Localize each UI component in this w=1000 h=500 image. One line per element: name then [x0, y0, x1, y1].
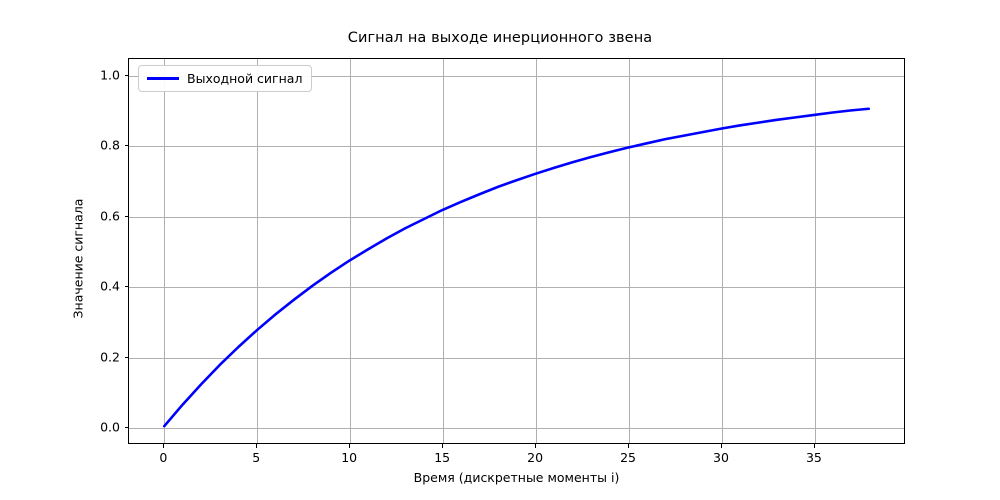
- gridline-vertical: [257, 59, 259, 443]
- x-axis-label: Время (дискретные моменты i): [413, 470, 620, 485]
- gridline-vertical: [721, 59, 723, 443]
- gridline-horizontal: [129, 146, 904, 148]
- gridline-horizontal: [129, 75, 904, 77]
- page-title: Сигнал на выходе инерционного звена: [347, 30, 653, 46]
- x-tick-mark: [349, 444, 351, 448]
- x-tick-mark: [256, 444, 258, 448]
- y-tick-mark: [124, 215, 128, 217]
- gridline-horizontal: [129, 216, 904, 218]
- gridline-vertical: [536, 59, 538, 443]
- y-tick-mark: [124, 286, 128, 288]
- legend-label: Выходной сигнал: [187, 71, 303, 86]
- y-tick-label: 0.2: [100, 349, 120, 365]
- y-tick-label: 0.6: [100, 208, 120, 224]
- legend-line-swatch: [147, 77, 179, 80]
- gridline-horizontal: [129, 357, 904, 359]
- x-tick-label: 25: [620, 450, 636, 465]
- x-tick-label: 15: [434, 450, 451, 465]
- y-tick-mark: [124, 74, 128, 76]
- x-tick-mark: [628, 444, 630, 448]
- gridline-vertical: [350, 59, 352, 443]
- gridline-horizontal: [129, 428, 904, 430]
- y-tick-label: 0.0: [100, 419, 120, 435]
- y-tick-label: 0.8: [100, 137, 120, 153]
- y-tick-mark: [124, 427, 128, 429]
- legend: Выходной сигнал: [138, 65, 313, 92]
- x-tick-label: 5: [252, 450, 261, 465]
- x-tick-mark: [163, 444, 165, 448]
- y-tick-label: 0.4: [100, 278, 120, 294]
- y-axis-label: Значение сигнала: [70, 198, 86, 319]
- x-tick-label: 30: [713, 450, 729, 465]
- gridline-vertical: [814, 59, 816, 443]
- x-tick-label: 20: [527, 450, 544, 465]
- plot-area: [128, 58, 905, 444]
- signal-curve: [162, 107, 871, 428]
- y-tick-label: 1.0: [100, 67, 120, 83]
- gridline-vertical: [629, 59, 631, 443]
- x-tick-label: 0: [159, 450, 168, 465]
- gridline-vertical: [164, 59, 166, 443]
- x-tick-mark: [813, 444, 815, 448]
- gridline-horizontal: [129, 287, 904, 289]
- x-tick-label: 35: [805, 450, 822, 465]
- x-tick-mark: [442, 444, 444, 448]
- x-tick-mark: [535, 444, 537, 448]
- gridline-vertical: [443, 59, 445, 443]
- y-tick-mark: [124, 356, 128, 358]
- x-tick-label: 10: [341, 450, 358, 465]
- x-tick-mark: [720, 444, 722, 448]
- y-tick-mark: [124, 145, 128, 147]
- y-axis-ticks: 0.0 0.2 0.4 0.6 0.8 1.0: [60, 0, 120, 500]
